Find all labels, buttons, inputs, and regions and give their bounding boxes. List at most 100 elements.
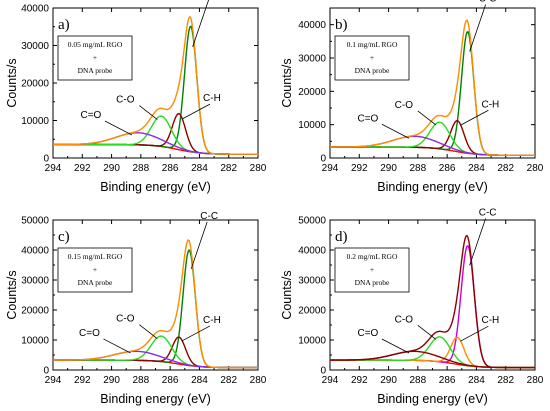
y-tick-label: 20000 [298, 87, 326, 98]
x-tick-label: 288 [133, 375, 150, 386]
panel-c: 294 292 290 288 286 284 282 280 0 10000 20000 30000… [5, 211, 267, 406]
x-tick-label: 294 [322, 163, 339, 174]
x-tick-label: 280 [527, 375, 544, 386]
y-tick-label: 30000 [21, 276, 49, 287]
y-axis-label: Counts/s [5, 270, 19, 319]
y-tick-label: 40000 [21, 4, 49, 15]
y-tick-label: 0 [320, 366, 326, 377]
sample-text: DNA probe [78, 278, 113, 287]
annotation-arrow [104, 120, 133, 136]
x-tick-label: 292 [351, 163, 368, 174]
annotation-arrow [181, 325, 211, 342]
peak-label-c-c: C-C [479, 0, 497, 5]
annotation-arrow [139, 324, 158, 340]
x-tick-label: 288 [410, 163, 427, 174]
annotation-arrow [139, 105, 158, 120]
annotation-arrow [192, 0, 210, 47]
peak-label-c-h: C-H [203, 93, 221, 104]
x-tick-label: 282 [497, 163, 514, 174]
annotation-arrow [460, 109, 489, 126]
y-tick-label: 0 [43, 366, 49, 377]
series-envelope [330, 234, 535, 369]
annotation-arrow [103, 338, 131, 354]
x-tick-label: 294 [45, 163, 62, 174]
y-tick-label: 10000 [298, 120, 326, 131]
y-tick-label: 0 [320, 154, 326, 165]
x-tick-label: 284 [468, 375, 485, 386]
panel-b: 294 292 290 288 286 284 282 280 0 10000 20000 30000… [280, 0, 544, 194]
y-tick-label: 30000 [21, 41, 49, 52]
y-axis-label: Counts/s [5, 58, 19, 107]
x-axis-label: Binding energy (eV) [100, 180, 210, 194]
peak-label-c-h: C-H [482, 315, 500, 326]
sample-text: + [370, 265, 374, 274]
annotation-arrow [417, 110, 437, 126]
annotation-arrow [190, 221, 208, 270]
x-tick-label: 286 [439, 375, 456, 386]
x-tick-label: 284 [191, 375, 208, 386]
x-tick-label: 286 [439, 163, 456, 174]
sample-text: 0.05 mg/mL RGO [68, 40, 123, 49]
sample-box [334, 247, 410, 293]
y-tick-label: 20000 [21, 306, 49, 317]
peak-label-c-o: C-O [116, 95, 135, 106]
y-tick-label: 40000 [21, 246, 49, 257]
plot-frame [329, 7, 536, 159]
panel-label: d) [335, 229, 348, 245]
annotation-arrow [460, 325, 489, 342]
plot-frame [329, 219, 536, 371]
panel-label: c) [58, 229, 70, 245]
x-tick-label: 280 [250, 375, 267, 386]
x-tick-label: 292 [74, 163, 91, 174]
x-axis-label: Binding energy (eV) [377, 180, 487, 194]
x-axis-label: Binding energy (eV) [100, 392, 210, 406]
annotation-arrow [469, 218, 487, 266]
plot-frame [52, 219, 259, 371]
sample-text: + [93, 265, 97, 274]
x-tick-label: 290 [103, 375, 120, 386]
annotation-arrow [381, 123, 410, 139]
sample-text: 0.1 mg/mL RGO [347, 40, 398, 49]
series-c-o [330, 121, 535, 157]
peak-label-c-eq-o: C=O [79, 328, 100, 339]
y-tick-label: 20000 [21, 79, 49, 90]
series-c-o [330, 336, 535, 369]
peak-label-c-h: C-H [203, 315, 221, 326]
sample-box [57, 35, 133, 81]
y-tick-label: 30000 [298, 54, 326, 65]
peak-label-c-o: C-O [116, 314, 135, 325]
y-tick-label: 20000 [298, 306, 326, 317]
x-tick-label: 292 [74, 375, 91, 386]
x-tick-label: 288 [410, 375, 427, 386]
peak-label-c-h: C-H [482, 99, 500, 110]
y-tick-label: 50000 [298, 216, 326, 227]
panel-label: b) [335, 17, 348, 33]
x-tick-label: 290 [380, 163, 397, 174]
y-tick-label: 50000 [21, 216, 49, 227]
peak-label-c-o: C-O [395, 314, 414, 325]
x-tick-label: 286 [162, 163, 179, 174]
y-tick-label: 0 [43, 154, 49, 165]
peak-label-c-eq-o: C=O [358, 113, 379, 124]
sample-text: + [93, 53, 97, 62]
annotation-arrow [381, 338, 410, 354]
y-axis-label: Counts/s [280, 270, 294, 319]
sample-text: 0.15 mg/mL RGO [68, 252, 123, 261]
y-tick-label: 10000 [298, 336, 326, 347]
x-tick-label: 292 [351, 375, 368, 386]
x-tick-label: 294 [322, 375, 339, 386]
y-tick-label: 10000 [21, 336, 49, 347]
x-tick-label: 290 [103, 163, 120, 174]
peak-label-c-eq-o: C=O [358, 328, 379, 339]
x-tick-label: 282 [220, 375, 237, 386]
sample-text: + [370, 53, 374, 62]
x-tick-label: 280 [250, 163, 267, 174]
peak-label-c-o: C-O [395, 100, 414, 111]
x-tick-label: 282 [220, 163, 237, 174]
annotation-arrow [469, 4, 487, 52]
sample-text: DNA probe [355, 278, 390, 287]
x-tick-label: 286 [162, 375, 179, 386]
sample-box [57, 247, 133, 293]
plot-area [330, 19, 535, 157]
